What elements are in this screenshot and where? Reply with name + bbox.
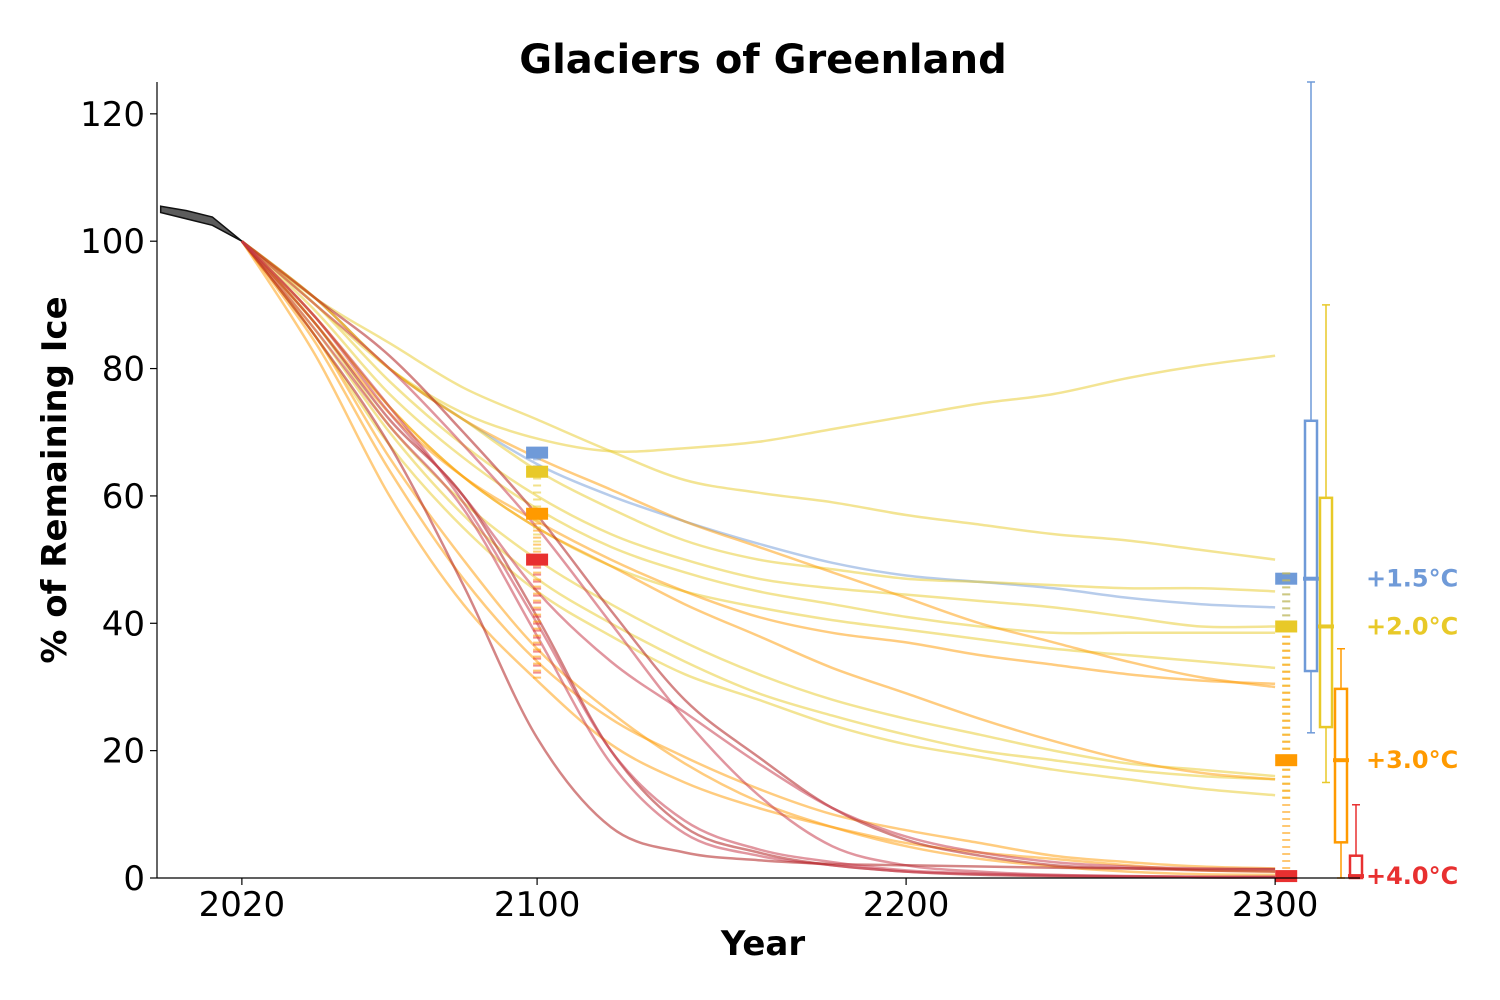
box-body-s3 [1333, 687, 1349, 844]
scenario-labels: +1.5°C +2.0°C +3.0°C +4.0°C [1366, 565, 1458, 890]
scenario-label-s2: +2.0°C [1366, 612, 1458, 640]
run-line-s3-4 [240, 240, 1276, 870]
run-line-s1-1 [241, 240, 1276, 609]
x-tick-label-2100: 2100 [494, 885, 581, 925]
box-body-s2 [1318, 496, 1334, 729]
y-axis-label: % of Remaining Ice [35, 296, 75, 663]
x-axis-ticks: 2020 2100 2200 2300 [199, 878, 1319, 925]
median-2300-marker-s2 [1275, 620, 1298, 633]
y-tick-label-0: 0 [123, 859, 145, 899]
run-line-s3-5 [240, 240, 1276, 873]
run-line-s4-3 [241, 240, 1276, 871]
y-tick-label-20: 20 [102, 732, 145, 772]
run-line-s2-9 [240, 240, 1276, 797]
y-tick-label-40: 40 [102, 604, 145, 644]
y-axis-ticks: 0 20 40 60 80 100 120 [80, 95, 157, 899]
historical-band [159, 205, 243, 242]
mean-2100-marker-s4 [526, 553, 549, 566]
mean-2100-marker-s2 [526, 465, 549, 478]
x-axis-label: Year [720, 924, 806, 964]
run-line-s2-4 [241, 240, 1276, 629]
run-line-s3-6 [240, 240, 1276, 877]
run-line-s4-2 [241, 240, 1276, 873]
y-tick-label-80: 80 [102, 350, 145, 390]
y-tick-label-60: 60 [102, 477, 145, 517]
x-tick-label-2300: 2300 [1232, 885, 1319, 925]
mean-2100-marker-s3 [526, 507, 549, 520]
plot-area [159, 81, 1364, 883]
median-2300-marker-s3 [1275, 754, 1298, 767]
scenario-label-s4: +4.0°C [1366, 862, 1458, 890]
scenario-label-s3: +3.0°C [1366, 746, 1458, 774]
run-line-s4-6 [240, 240, 1276, 871]
chart-title: Glaciers of Greenland [519, 37, 1006, 83]
median-2300-marker-s4 [1275, 870, 1298, 883]
run-line-s2-8 [240, 240, 1276, 781]
run-line-s4-7 [241, 240, 1276, 879]
run-line-s2-2 [241, 240, 1276, 561]
y-tick-label-100: 100 [80, 222, 145, 262]
mean-2100-marker-s1 [526, 446, 549, 459]
run-line-s3-2 [240, 240, 1276, 686]
y-tick-label-120: 120 [80, 95, 145, 135]
x-tick-label-2200: 2200 [863, 885, 950, 925]
x-tick-label-2020: 2020 [199, 885, 286, 925]
scenario-label-s1: +1.5°C [1366, 565, 1458, 593]
box-body-s1 [1303, 419, 1319, 673]
run-line-s3-1 [241, 240, 1276, 689]
run-line-s2-5 [241, 240, 1276, 635]
median-2300-marker-s1 [1275, 572, 1298, 585]
